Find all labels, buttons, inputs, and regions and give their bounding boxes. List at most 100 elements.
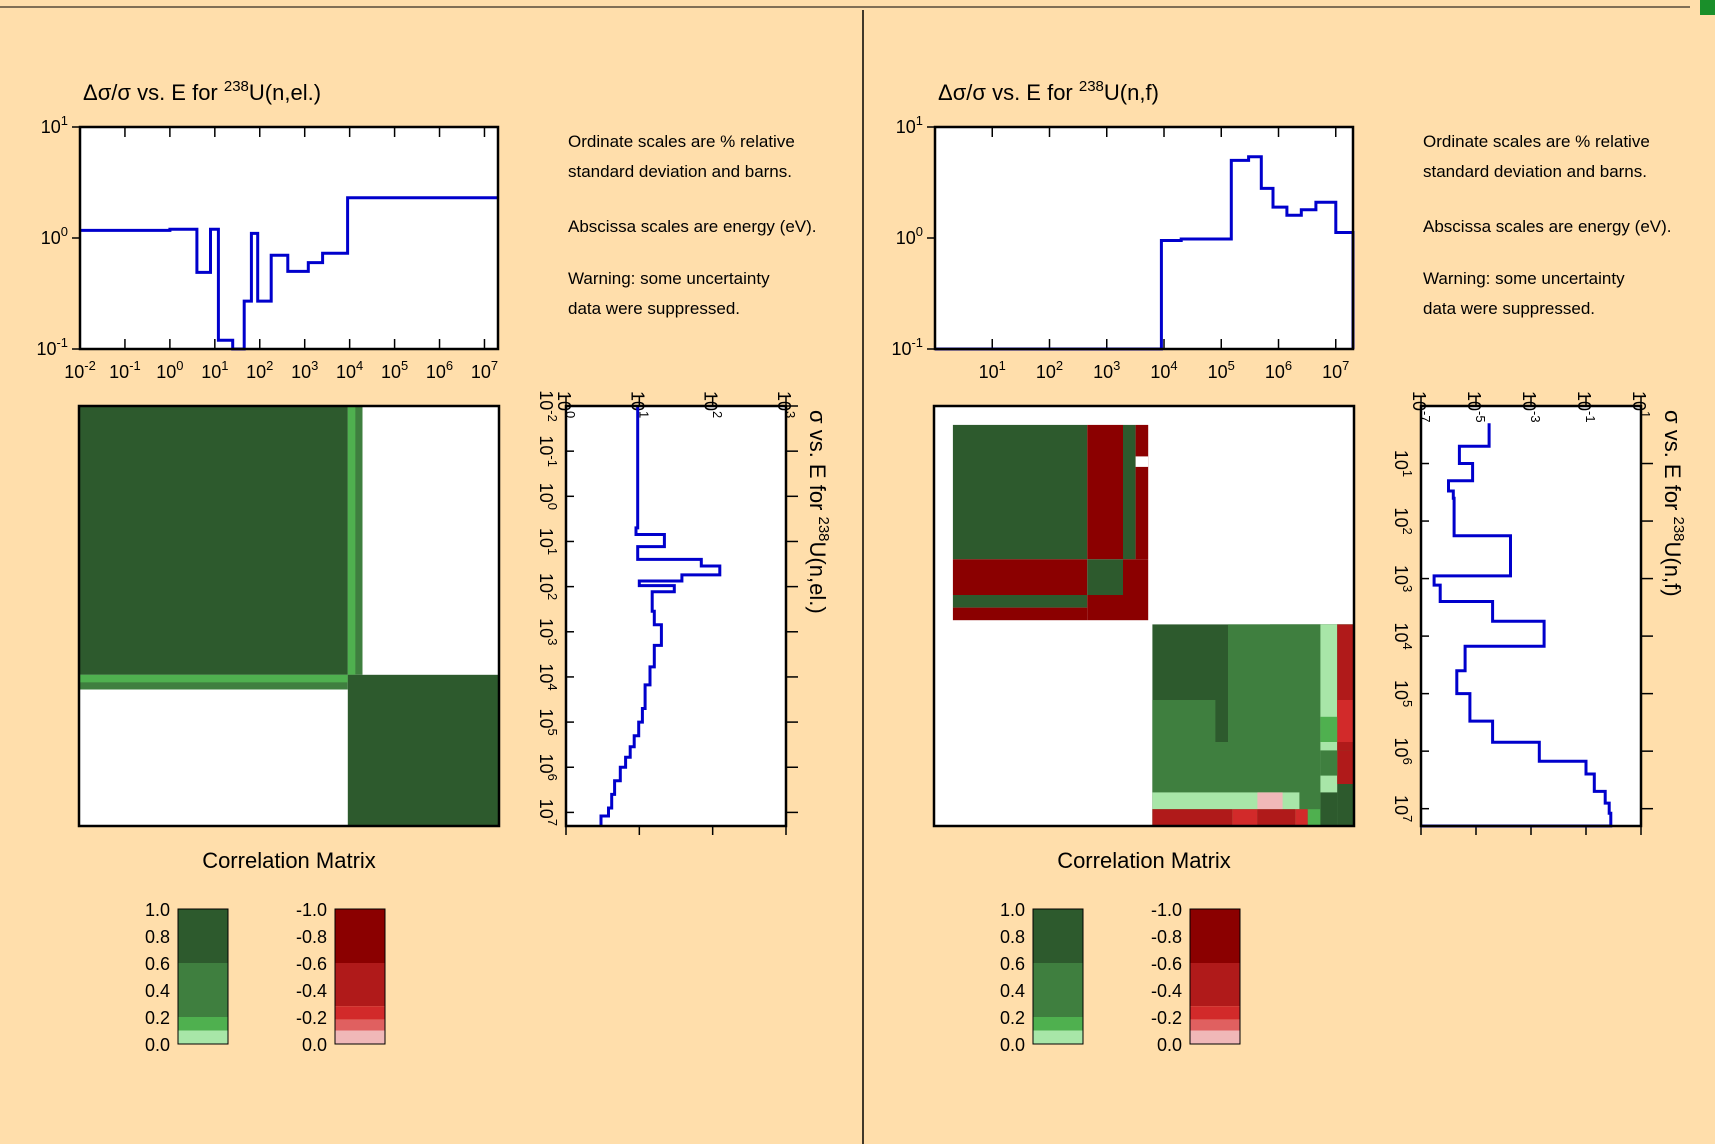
legend-positive-label: 0.6 — [145, 954, 170, 974]
legend-negative-label: -0.6 — [1151, 954, 1182, 974]
matrix-cell — [1307, 809, 1321, 826]
cs-energy-tick-label: 100 — [536, 483, 560, 510]
legend-positive-label: 0.4 — [145, 981, 170, 1001]
legend-positive-swatch — [178, 1017, 228, 1031]
x-tick-label: 100 — [156, 358, 183, 382]
legend-negative-swatch — [335, 963, 385, 1007]
cs-energy-tick-label: 107 — [1391, 795, 1415, 822]
note-line: standard deviation and barns. — [568, 162, 792, 181]
matrix-cell — [347, 406, 356, 675]
legend-positive-swatch — [178, 963, 228, 1017]
x-tick-label: 107 — [1322, 358, 1349, 382]
matrix-cell — [1320, 716, 1338, 742]
matrix-cell — [1257, 792, 1283, 810]
x-tick-label: 102 — [1036, 358, 1063, 382]
legend-positive-label: 0.0 — [145, 1035, 170, 1055]
legend-positive-swatch — [178, 1030, 228, 1044]
uncertainty-plot-frame — [933, 125, 1355, 351]
legend-positive-label: 0.4 — [1000, 981, 1025, 1001]
cs-energy-tick-label: 104 — [1391, 622, 1415, 649]
matrix-cell — [1257, 809, 1296, 826]
x-tick-label: 105 — [381, 358, 408, 382]
note-line: data were suppressed. — [568, 299, 740, 318]
y-tick-label: 101 — [41, 113, 68, 137]
panels: Δσ/σ vs. E for 238U(n,el.) Ordinate scale… — [36, 78, 1687, 1055]
cs-energy-tick-label: 102 — [536, 573, 560, 600]
matrix-cell — [1123, 424, 1136, 560]
legend-negative-label: 0.0 — [302, 1035, 327, 1055]
matrix-label: Correlation Matrix — [202, 848, 376, 873]
corner-marker — [1700, 0, 1715, 15]
x-tick-label: 106 — [1265, 358, 1292, 382]
matrix-cell — [952, 595, 1088, 608]
uncertainty-curve — [935, 155, 1355, 351]
legend-negative-swatch — [335, 909, 385, 963]
matrix-cell — [79, 674, 348, 683]
x-tick-label: 101 — [979, 358, 1006, 382]
cs-energy-tick-label: 105 — [1391, 680, 1415, 707]
legend-negative-swatch — [1190, 909, 1240, 963]
legend-positive-swatch — [1033, 1017, 1083, 1031]
legend-negative-swatch — [335, 1019, 385, 1031]
legend-positive-frame — [177, 908, 229, 1045]
note-line: data were suppressed. — [1423, 299, 1595, 318]
x-tick-label: 103 — [1093, 358, 1120, 382]
legend-positive-swatch — [1033, 1030, 1083, 1044]
matrix-frame — [932, 404, 1356, 828]
x-tick-label: 107 — [471, 358, 498, 382]
matrix-cell — [347, 674, 499, 826]
note-line: Abscissa scales are energy (eV). — [1423, 217, 1672, 236]
legend-negative-label: -0.4 — [296, 981, 327, 1001]
uncertainty-plot-area — [935, 127, 1353, 349]
matrix-cell — [1232, 809, 1258, 826]
cs-energy-tick-label: 107 — [536, 799, 560, 826]
matrix-cell — [1135, 424, 1149, 560]
matrix-cell — [1135, 456, 1149, 467]
legend-positive-label: 0.2 — [1000, 1008, 1025, 1028]
note-line: Ordinate scales are % relative — [1423, 132, 1650, 151]
uncertainty-title: Δσ/σ vs. E for 238U(n,f) — [938, 78, 1159, 105]
cs-energy-tick-label: 103 — [1391, 565, 1415, 592]
legend-positive-frame — [1032, 908, 1084, 1045]
legend-positive-label: 1.0 — [1000, 900, 1025, 920]
uncertainty-curve — [80, 196, 498, 351]
matrix-cell — [1123, 559, 1149, 595]
matrix-frame — [77, 404, 501, 828]
cross-section-curve — [599, 406, 722, 826]
legend-negative-label: -0.6 — [296, 954, 327, 974]
matrix-cell — [1337, 750, 1354, 784]
y-tick-label: 101 — [896, 113, 923, 137]
x-tick-label: 106 — [426, 358, 453, 382]
legend-positive-label: 0.8 — [145, 927, 170, 947]
cross-section-curve — [1421, 423, 1613, 828]
legend-negative-frame — [1189, 908, 1241, 1045]
cs-energy-tick-label: 106 — [1391, 738, 1415, 765]
matrix-cell — [952, 559, 1088, 595]
legend-negative-swatch — [1190, 1019, 1240, 1031]
matrix-cell — [1337, 792, 1354, 826]
matrix-cell — [1087, 424, 1123, 560]
legend-positive-swatch — [1033, 963, 1083, 1017]
legend-negative-swatch — [1190, 1030, 1240, 1044]
panel-2: Δσ/σ vs. E for 238U(n,f) Ordinate scales … — [891, 78, 1687, 1055]
legend-negative-label: -1.0 — [296, 900, 327, 920]
cs-energy-tick-label: 101 — [536, 528, 560, 555]
legend-negative-label: -0.2 — [1151, 1008, 1182, 1028]
note-line: Warning: some uncertainty — [1423, 269, 1625, 288]
legend-negative-frame — [334, 908, 386, 1045]
x-tick-label: 105 — [1208, 358, 1235, 382]
matrix-cell — [1337, 700, 1354, 742]
legend-negative-swatch — [1190, 1006, 1240, 1020]
y-tick-label: 10-1 — [891, 335, 923, 359]
legend-positive-swatch — [1033, 909, 1083, 963]
matrix-label: Correlation Matrix — [1057, 848, 1231, 873]
x-tick-label: 103 — [291, 358, 318, 382]
matrix-cell — [952, 424, 1088, 560]
note-line: Ordinate scales are % relative — [568, 132, 795, 151]
cross-section-title: σ vs. E for 238U(n,f) — [1660, 410, 1687, 597]
y-tick-label: 100 — [896, 224, 923, 248]
legend-negative-swatch — [335, 1006, 385, 1020]
y-tick-label: 100 — [41, 224, 68, 248]
uncertainty-title: Δσ/σ vs. E for 238U(n,el.) — [83, 78, 321, 105]
